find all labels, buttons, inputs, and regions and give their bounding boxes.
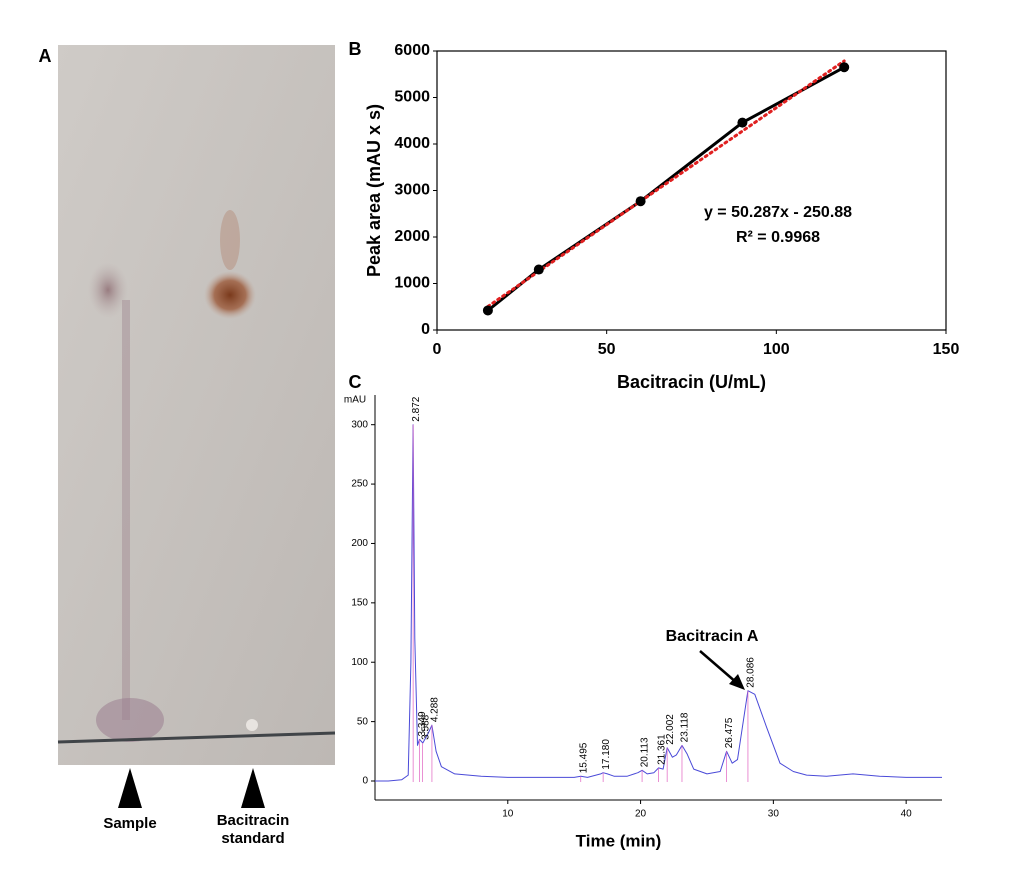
peak-label: 2.872 [411,396,422,421]
x-axis-title: Bacitracin (U/mL) [617,372,766,392]
y-tick-label: 6000 [394,42,430,59]
origin-line [57,731,336,744]
data-point [737,117,748,128]
y-axis-title: Peak area (mAU x s) [364,104,384,277]
panel-label: A [39,46,52,66]
standard-origin [246,719,258,731]
peak-label: 4.288 [430,697,441,722]
y-tick-label: 3000 [394,182,430,199]
standard-spot [204,271,256,319]
peak-label: 20.113 [640,737,651,767]
peak-label: 26.475 [724,717,735,748]
tlc-label: Bacitracin standard [216,812,290,847]
peak-label: 28.086 [746,657,757,688]
panel-label: B [349,39,362,59]
panel-label: C [349,372,362,392]
data-point [839,62,850,73]
y-tick-label: 200 [351,538,368,549]
data-point [635,196,646,207]
equation: R² = 0.9968 [736,229,820,246]
y-tick-label: 0 [421,321,430,338]
tlc-plate [57,45,336,808]
data-line [486,65,845,312]
sample-streak [122,300,130,720]
annotation-arrowhead [729,674,745,690]
peak-label: 3.588 [420,714,431,739]
x-tick-label: 20 [635,809,647,820]
data-point [482,305,493,316]
plate [58,45,335,765]
peak-label: 17.180 [601,739,612,770]
peak-label: 3.349 [417,711,428,736]
y-tick-label: 100 [351,657,368,668]
standard-tail [220,210,240,270]
peak-label: 21.361 [656,734,667,765]
peak-label: 23.118 [680,712,691,742]
tlc-label: Sample [103,815,157,832]
data-point [533,264,544,275]
x-tick-label: 50 [598,341,616,358]
annotation-arrow [699,650,738,684]
trendline [486,59,846,308]
x-tick-label: 40 [901,809,913,820]
y-tick-label: 300 [351,419,368,430]
peak-label: 15.495 [578,742,589,773]
y-tick-label: 150 [351,597,368,608]
sample-origin [96,698,164,742]
x-tick-label: 10 [502,809,514,820]
data-line [375,424,942,782]
y-axis-title: mAU [344,395,366,406]
x-tick-label: 100 [763,341,790,358]
annotation: Bacitracin A [666,628,759,645]
y-tick-label: 2000 [394,228,430,245]
x-tick-label: 150 [933,341,960,358]
y-tick-label: 0 [362,776,368,787]
peak-label: 22.002 [665,714,676,745]
y-tick-label: 50 [357,716,369,727]
x-axis-title: Time (min) [576,831,662,850]
equation: y = 50.287x - 250.88 [704,204,852,221]
sample-spot [88,262,128,318]
x-tick-label: 30 [768,809,780,820]
y-tick-label: 250 [351,479,368,490]
y-tick-label: 4000 [394,135,430,152]
x-tick-label: 0 [433,341,442,358]
standard-arrow [241,768,265,808]
y-tick-label: 5000 [394,89,430,106]
sample-arrow [118,768,142,808]
y-tick-label: 1000 [394,275,430,292]
